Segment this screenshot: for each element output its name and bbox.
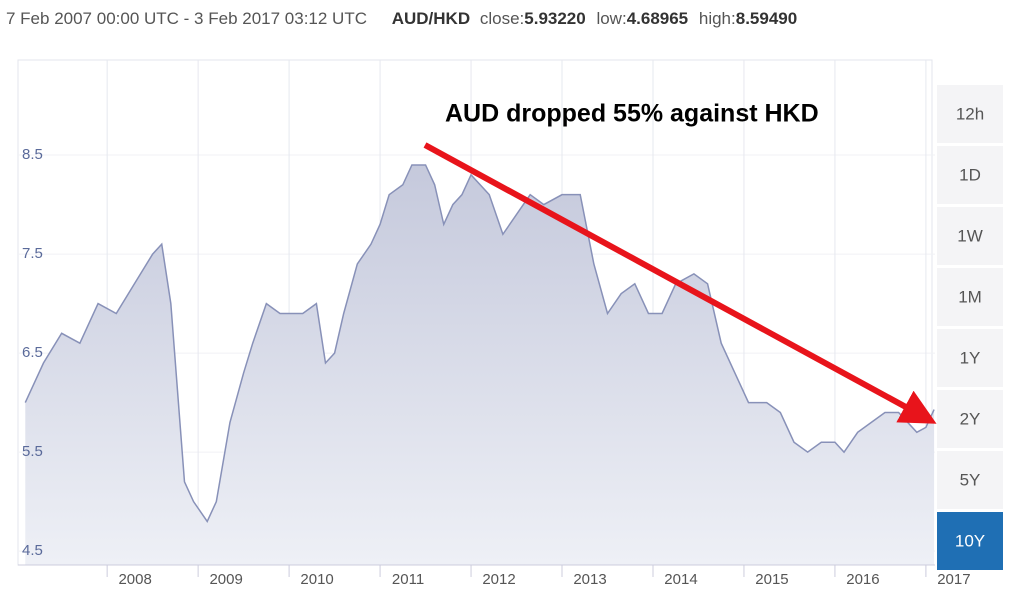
x-tick-label: 2009 [209,571,242,588]
x-tick-label: 2008 [118,571,151,588]
range-button-label[interactable]: 1M [958,287,982,306]
close: 5.93220 [524,9,585,28]
range-button[interactable] [937,390,1003,448]
range-button[interactable] [937,146,1003,204]
low: 4.68965 [627,9,688,28]
date-range: 7 Feb 2007 00:00 UTC - 3 Feb 2017 03:12 … [6,9,367,28]
x-tick-label: 2015 [755,571,788,588]
range-button-label[interactable]: 12h [956,104,984,123]
high: 8.59490 [736,9,797,28]
area [25,164,935,565]
y-tick-label: 8.5 [22,146,43,163]
high-label: high: [699,9,736,28]
range-button[interactable] [937,85,1003,143]
low-label: low: [596,9,626,28]
range-button-label[interactable]: 10Y [955,531,985,550]
x-tick-label: 2013 [573,571,606,588]
x-tick-label: 2017 [937,571,970,588]
range-button[interactable] [937,512,1003,570]
range-button-label[interactable]: 5Y [960,470,981,489]
y-tick-label: 6.5 [22,344,43,361]
y-tick-label: 5.5 [22,443,43,460]
line [24,164,935,523]
range-button[interactable] [937,268,1003,326]
close-label: close: [480,9,524,28]
range-button-label[interactable]: 2Y [960,409,981,428]
range-button-label[interactable]: 1Y [960,348,981,367]
x-tick-label: 2016 [846,571,879,588]
range-button[interactable] [937,207,1003,265]
x-tick-label: 2012 [482,571,515,588]
annotation: AUD dropped 55% against HKD [445,100,819,128]
range-button-label[interactable]: 1D [959,165,981,184]
x-tick-label: 2011 [392,571,424,588]
range-button-label[interactable]: 1W [957,226,983,245]
x-tick-label: 2014 [664,571,697,588]
x-tick-label: 2010 [300,571,333,588]
arrow [423,142,937,424]
header: 7 Feb 2007 00:00 UTC - 3 Feb 2017 03:12 … [6,9,797,28]
y-tick-label: 4.5 [22,542,43,559]
pair: AUD/HKD [392,9,470,28]
y-tick-label: 7.5 [22,245,43,262]
range-button[interactable] [937,451,1003,509]
range-button[interactable] [937,329,1003,387]
